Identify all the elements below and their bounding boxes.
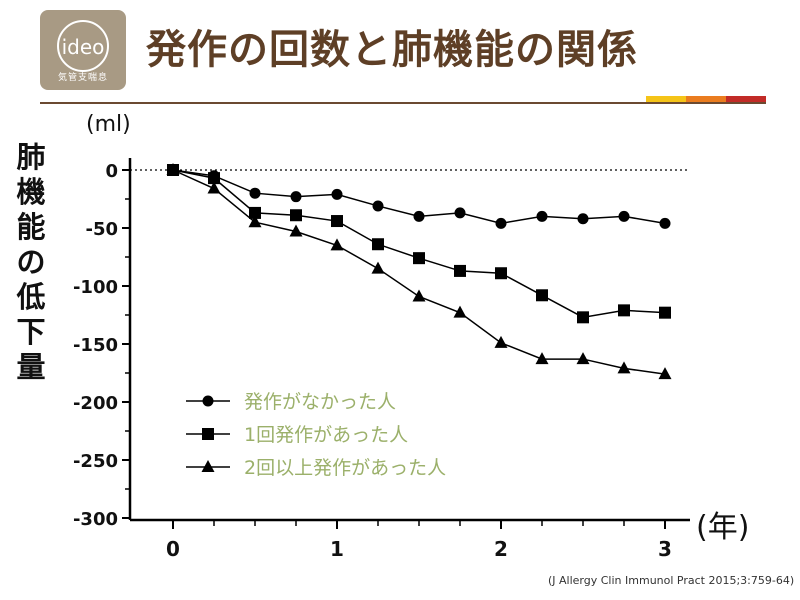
accent-band-yellow xyxy=(646,96,686,102)
y-tick-label: -100 xyxy=(73,277,118,298)
data-point-triangle xyxy=(248,215,262,228)
data-point-square xyxy=(331,215,343,228)
data-point-square xyxy=(454,264,466,277)
data-point-square xyxy=(290,209,302,222)
data-point-square xyxy=(536,289,548,302)
accent-band-orange xyxy=(686,96,726,102)
data-point-square xyxy=(577,311,589,324)
y-tick-label: -250 xyxy=(73,451,118,472)
title-divider xyxy=(40,102,766,104)
data-point-square xyxy=(208,172,220,185)
logo-subtitle: 気管支喘息 xyxy=(57,73,108,83)
data-point-triangle xyxy=(166,163,180,175)
data-point-triangle xyxy=(289,224,303,237)
y-tick-label: -50 xyxy=(85,219,118,240)
y-tick-label: -300 xyxy=(73,509,118,530)
data-point-triangle xyxy=(576,352,590,365)
data-point-triangle xyxy=(494,335,508,348)
data-point-triangle xyxy=(453,305,467,318)
legend-marker-square xyxy=(202,428,214,440)
data-point-triangle xyxy=(535,352,549,365)
data-point-triangle xyxy=(658,367,672,380)
data-point-square xyxy=(618,304,630,317)
data-point-circle xyxy=(290,191,302,203)
data-point-circle xyxy=(659,217,671,229)
legend-label: 発作がなかった人 xyxy=(244,391,396,413)
data-point-triangle xyxy=(207,181,221,194)
citation: (J Allergy Clin Immunol Pract 2015;3:759… xyxy=(548,574,795,587)
data-point-square xyxy=(659,306,671,319)
data-point-square xyxy=(413,252,425,265)
legend-label: 1回発作があった人 xyxy=(244,424,408,446)
y-tick-label: -200 xyxy=(73,393,118,414)
data-point-circle xyxy=(577,213,589,225)
data-point-square xyxy=(495,267,507,280)
accent-band-red xyxy=(726,96,766,102)
x-tick-label: 3 xyxy=(658,537,672,561)
data-point-circle xyxy=(249,187,261,199)
data-point-triangle xyxy=(412,289,426,302)
page-title: 発作の回数と肺機能の関係 xyxy=(146,27,638,73)
data-point-circle xyxy=(331,188,343,200)
data-point-circle xyxy=(536,210,548,222)
data-point-square xyxy=(372,238,384,251)
data-point-circle xyxy=(454,207,466,219)
y-tick-label: 0 xyxy=(105,161,118,182)
y-axis-label: 肺機能の低下量 xyxy=(16,140,46,384)
data-point-square xyxy=(249,206,261,219)
data-point-triangle xyxy=(330,238,344,251)
logo-text: ideo xyxy=(62,35,105,59)
y-tick-label: -150 xyxy=(73,335,118,356)
x-tick-label: 0 xyxy=(166,537,180,561)
y-unit-label: (ml) xyxy=(86,112,131,137)
logo-mark-icon: ideo xyxy=(57,20,109,72)
legend-label: 2回以上発作があった人 xyxy=(244,457,446,479)
data-point-triangle xyxy=(371,261,385,274)
x-axis-label: (年) xyxy=(696,510,750,545)
ideo-logo: ideo 気管支喘息 xyxy=(40,10,126,90)
legend-marker-triangle xyxy=(201,460,215,472)
x-tick-label: 1 xyxy=(330,537,344,561)
data-point-circle xyxy=(618,210,630,222)
legend-marker-circle xyxy=(202,395,214,407)
data-point-circle xyxy=(372,200,384,212)
data-point-triangle xyxy=(617,361,631,374)
series-line-triangle xyxy=(172,169,666,375)
data-point-circle xyxy=(495,217,507,229)
data-point-circle xyxy=(413,210,425,222)
x-tick-label: 2 xyxy=(494,537,508,561)
